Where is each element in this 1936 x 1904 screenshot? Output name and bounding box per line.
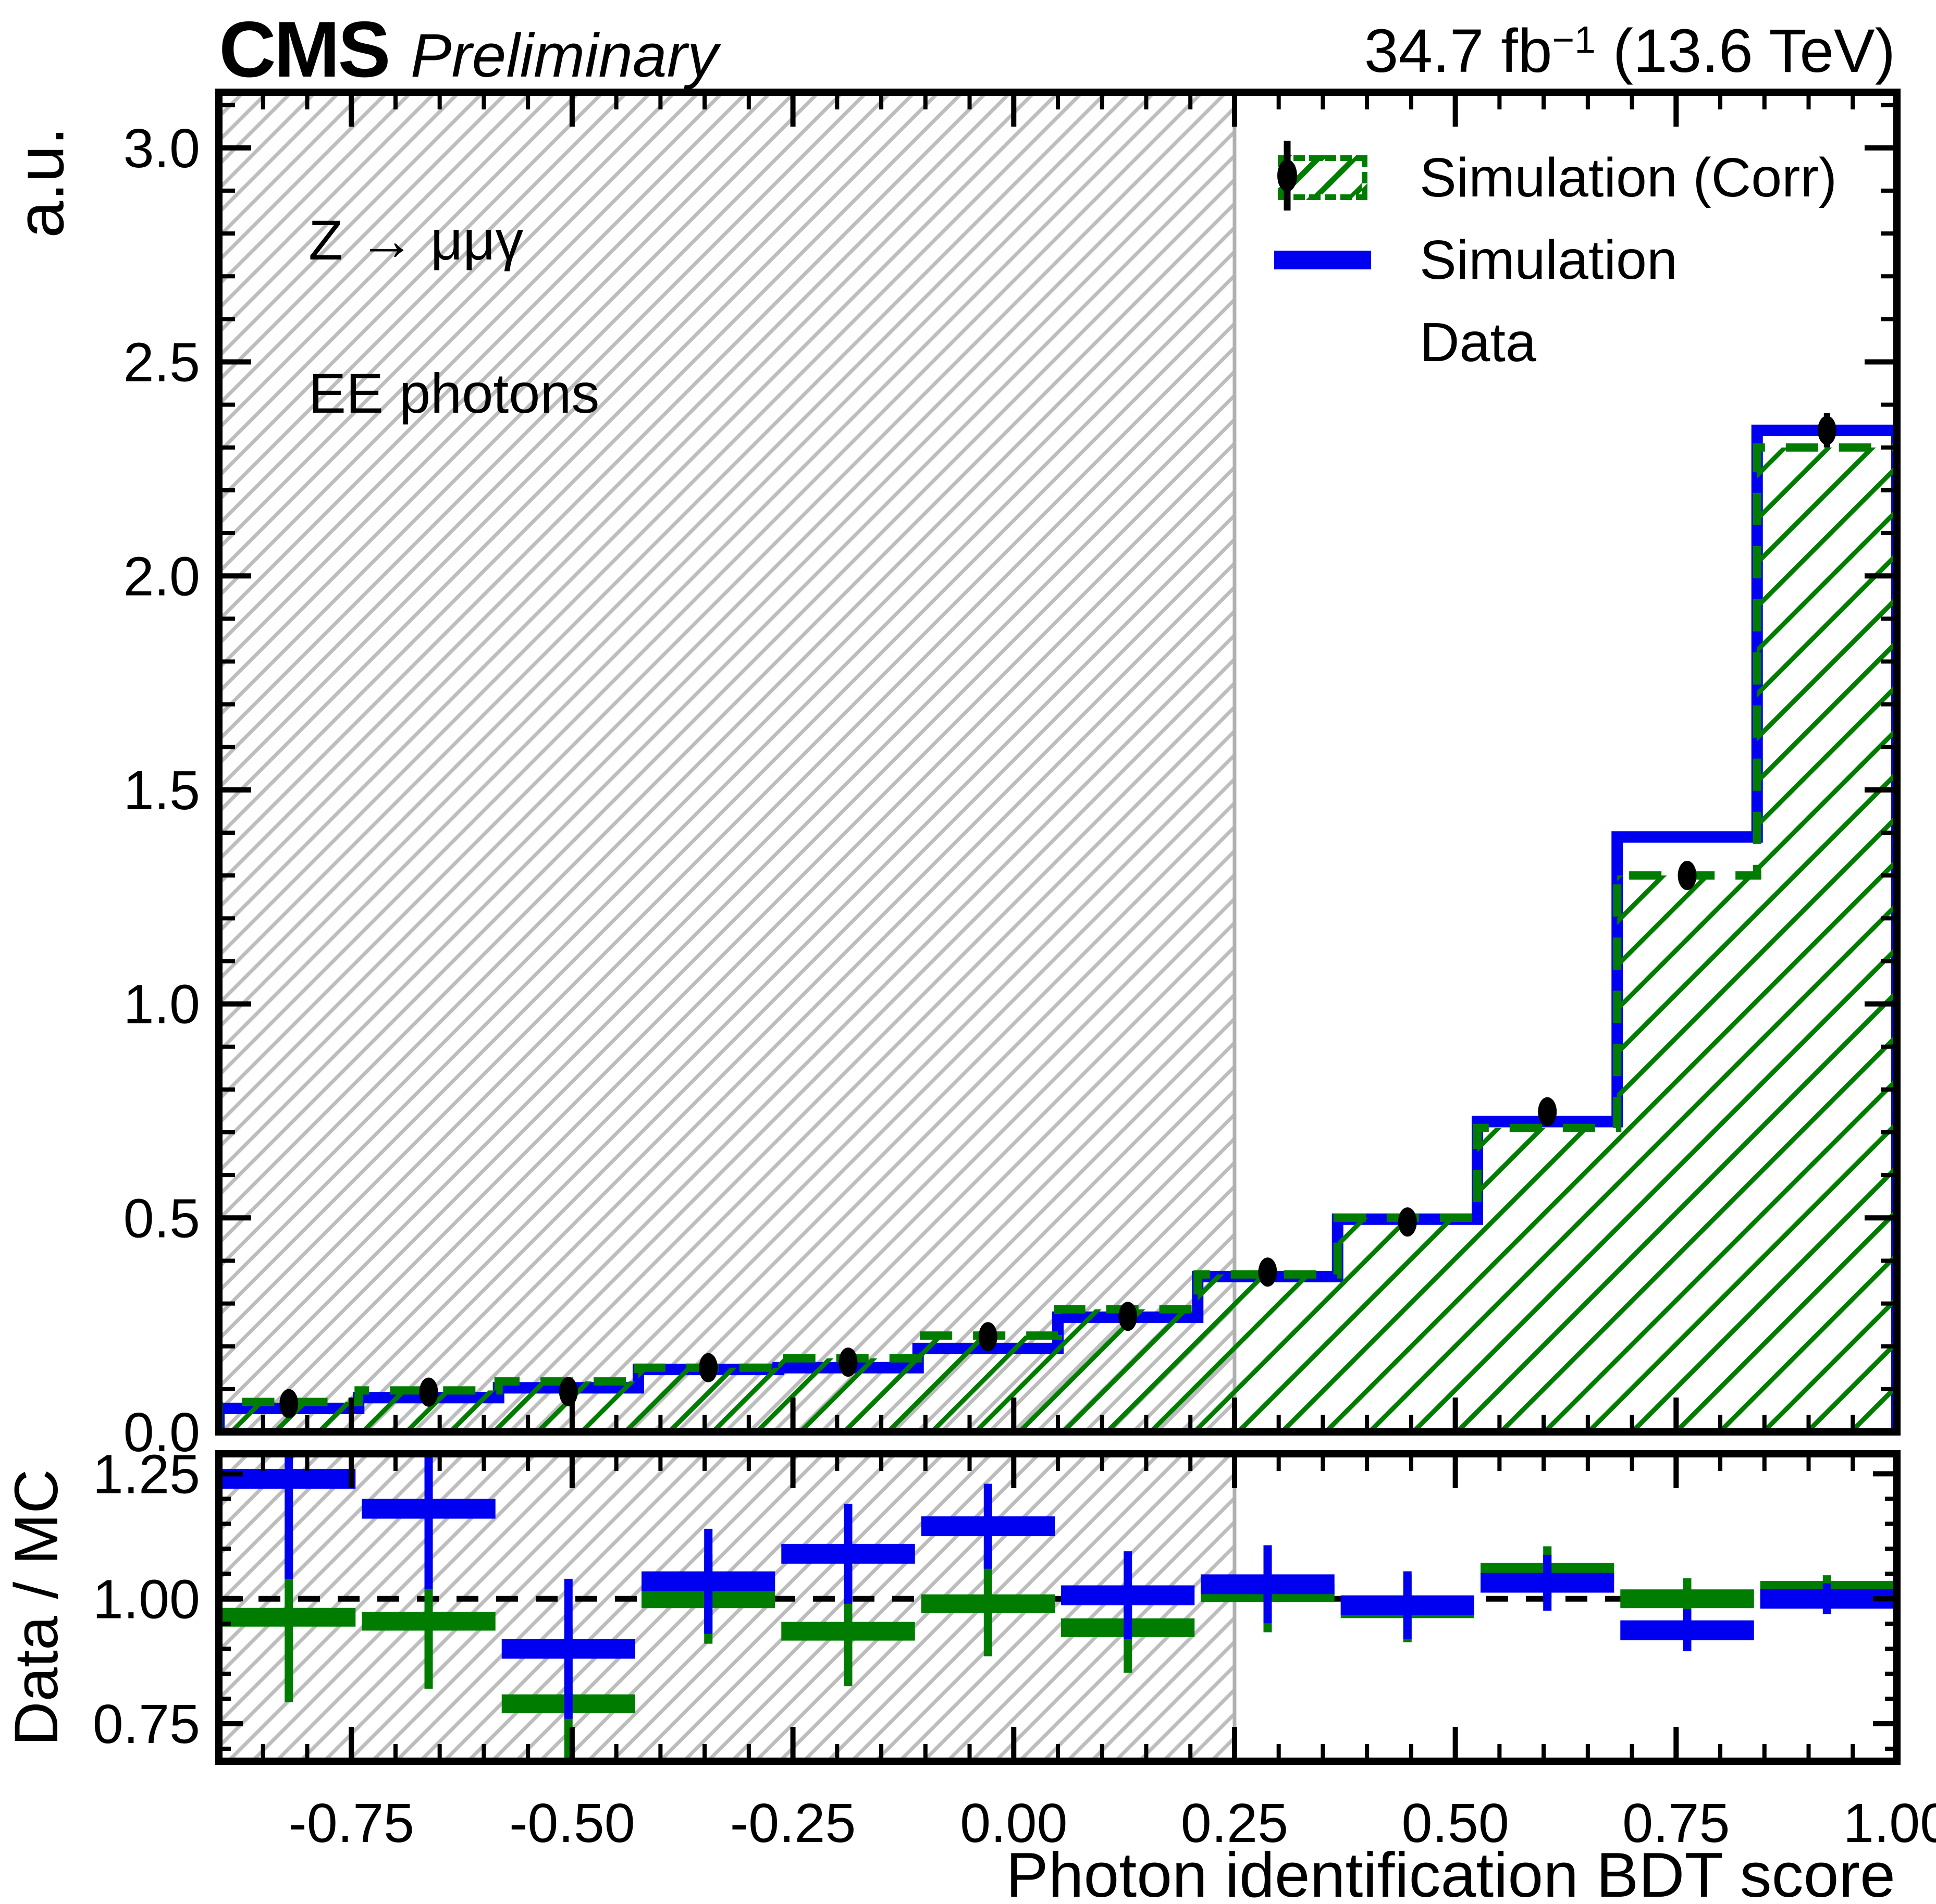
main-y-tick-label: 0.5 [124,1188,200,1249]
ratio-y-tick-label: 1.25 [93,1443,200,1505]
preliminary-label: Preliminary [410,21,718,90]
header: CMS Preliminary [219,4,718,95]
ratio-simulation-points [222,1454,1894,1719]
x-tick-label: 0.50 [1401,1792,1509,1854]
simulation-line-swatch-icon [1274,251,1371,269]
main-panel [219,92,1897,1432]
data-marker-icon [1277,141,1297,211]
ratio-frame [215,1450,1901,1765]
ratio-markers [222,1454,1894,1761]
excluded-region-hatch [219,92,1235,1432]
main-frame [215,89,1901,1436]
main-y-tick-label: 2.0 [124,546,200,607]
x-tick-label: 1.00 [1843,1792,1936,1854]
ratio-y-tick-label: 0.75 [93,1693,200,1755]
x-tick-label: -0.75 [288,1792,414,1854]
lumi-value: 34.7 fb [1364,17,1552,85]
legend-label: Simulation [1420,229,1678,291]
x-tick-label: 0.75 [1622,1792,1730,1854]
main-y-tick-label: 3.0 [124,118,200,179]
legend-label: Simulation (Corr) [1420,146,1838,208]
lumi-energy: (13.6 TeV) [1595,17,1895,85]
cms-logo-text: CMS [219,5,391,94]
x-axis-title: Photon identification BDT score [1006,1839,1895,1904]
legend-item-simulation-corr: Simulation (Corr) [1271,137,1837,219]
ratio-y-axis-title: Data / MC [2,1469,71,1746]
x-tick-label: 0.00 [960,1792,1067,1854]
detector-annotation: EE photons [309,362,600,425]
x-tick-label: 0.25 [1181,1792,1288,1854]
luminosity-label: 34.7 fb−1 (13.6 TeV) [1364,16,1895,86]
legend-item-simulation: Simulation [1271,219,1837,301]
main-y-axis-title: a.u. [3,127,78,238]
x-tick-label: -0.50 [509,1792,635,1854]
legend: Simulation (Corr) Simulation Data [1271,137,1837,384]
legend-item-data: Data [1271,141,1837,384]
process-annotation: Z → μμγ [309,208,524,271]
ratio-panel [219,1454,1897,1761]
legend-label: Data [1420,311,1536,373]
lumi-exponent: −1 [1552,18,1596,61]
main-y-tick-label: 1.0 [124,974,200,1035]
main-y-tick-label: 2.5 [124,332,200,393]
main-y-tick-label: 0.0 [124,1402,200,1463]
ratio-y-tick-label: 1.00 [93,1568,200,1630]
simulation-corr-dashed-step [219,443,1897,1432]
main-y-tick-label: 1.5 [124,760,200,821]
x-tick-label: -0.25 [730,1792,856,1854]
